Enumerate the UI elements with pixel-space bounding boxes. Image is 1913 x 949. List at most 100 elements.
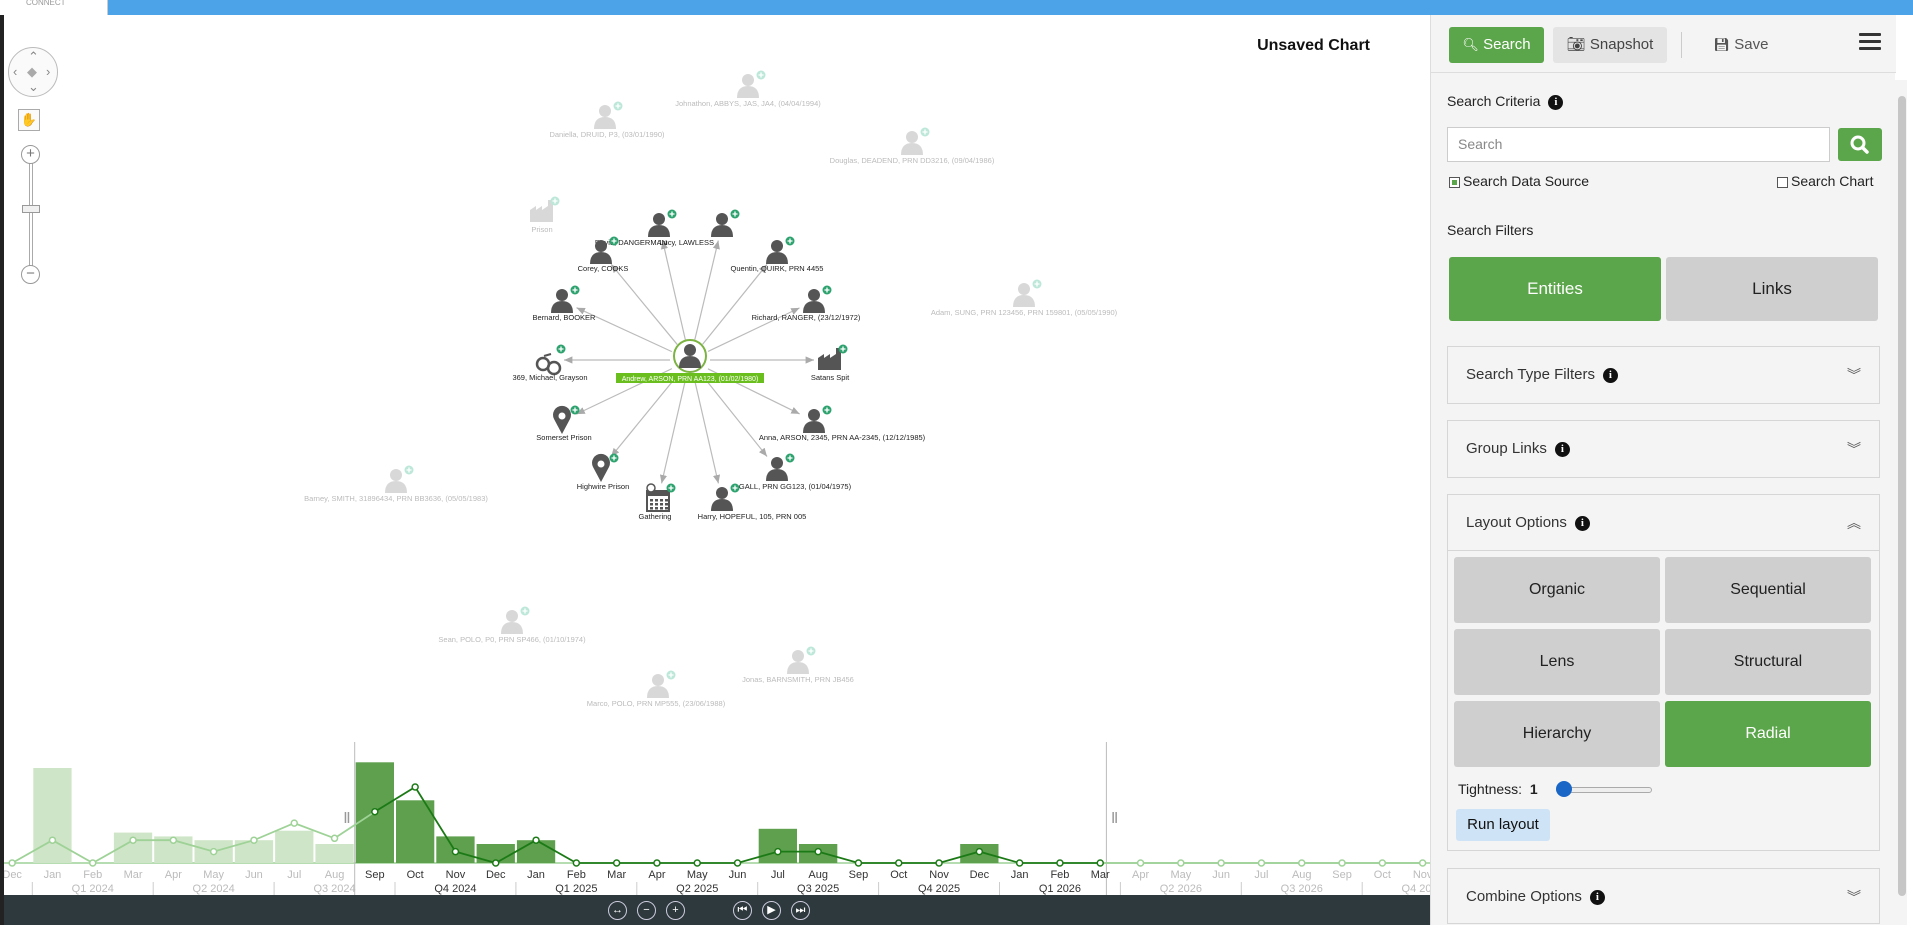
search-tab-button[interactable]: 🔍︎ Search [1449,27,1544,63]
links-filter-button[interactable]: Links [1666,257,1878,321]
pan-up-icon[interactable]: ⌃ [28,49,39,64]
step-back-icon[interactable]: ⏮ [733,901,752,920]
chevron-double-down-icon[interactable]: ︾ [1847,889,1861,905]
step-forward-icon[interactable]: ⏭ [791,901,810,920]
pan-left-icon[interactable]: ‹ [13,64,18,79]
link-edge[interactable] [694,240,720,341]
timebar-point[interactable] [209,847,218,856]
timebar-point[interactable] [290,819,298,827]
node-label[interactable]: Harry, HOPEFUL, 105, PRN 005 [698,512,807,521]
ghost-node-label[interactable]: Sean, POLO, P0, PRN SP466, (01/10/1974) [438,635,586,644]
timebar-point[interactable] [653,859,661,867]
ghost-node-label[interactable]: Johnathon, ABBYS, JAS, JA4, (04/04/1994) [675,99,821,108]
timebar-point[interactable] [1096,859,1104,867]
search-type-filters-section[interactable]: Search Type Filters i ︾ [1447,346,1880,404]
timebar-point[interactable] [1418,859,1427,867]
timebar-zoom-out-icon[interactable]: − [637,901,656,920]
zoom-slider-track[interactable] [29,155,33,273]
timebar-point[interactable] [1217,859,1225,867]
panel-scrollbar-thumb[interactable] [1898,96,1906,896]
timebar-point[interactable] [532,836,540,844]
person-icon[interactable] [679,344,701,368]
pan-right-icon[interactable]: › [46,64,51,79]
factory-icon[interactable] [818,348,841,370]
info-icon[interactable]: i [1554,441,1570,457]
timebar-point[interactable] [935,859,943,867]
timebar-point[interactable] [1177,859,1185,867]
node-label[interactable]: Lucy, LAWLESS [659,238,714,247]
timebar-point[interactable] [814,847,822,856]
timebar-point[interactable] [774,847,782,856]
ghost-person-icon[interactable] [501,610,523,634]
histogram-bar[interactable] [315,844,354,863]
ghost-node-label[interactable]: Douglas, DEADEND, PRN DD3216, (09/04/198… [830,156,995,165]
snapshot-button[interactable]: 📷︎ Snapshot [1553,27,1667,63]
zoom-out-button[interactable]: − [21,265,40,284]
timebar[interactable]: Dec Jan Feb Mar Apr May Jun Jul Aug Sep Oct Nov Dec J… [4,742,1430,895]
entities-filter-button[interactable]: Entities [1449,257,1661,321]
timebar-zoom-in-icon[interactable]: + [666,901,685,920]
timebar-point[interactable] [1056,859,1064,867]
save-button[interactable]: 💾︎ Save [1701,27,1781,63]
timebar-point[interactable] [975,847,984,856]
timebar-point[interactable] [572,859,581,867]
person-icon[interactable] [803,409,825,433]
link-edge[interactable] [702,264,768,345]
node-label[interactable]: Richard, RANGER, (23/12/1972) [752,313,861,322]
combine-options-section[interactable]: Combine Options i ︾ [1447,868,1880,924]
timebar-point[interactable] [371,807,379,816]
histogram-bar[interactable] [758,828,797,863]
person-icon[interactable] [648,213,670,237]
layout-lens-button[interactable]: Lens [1454,629,1660,695]
link-edge[interactable] [576,307,673,353]
timebar-point[interactable] [411,783,419,791]
chevron-double-down-icon[interactable]: ︾ [1847,441,1861,457]
person-icon[interactable] [590,240,612,264]
run-layout-button[interactable]: Run layout [1456,809,1550,841]
link-edge[interactable] [702,375,768,457]
node-label[interactable]: 369, Michael, Grayson [512,373,587,382]
timebar-point[interactable] [612,859,621,867]
node-label[interactable]: Highwire Prison [577,482,630,491]
node-label[interactable]: Quentin, QUIRK, PRN 4455 [731,264,824,273]
timebar-point[interactable] [169,836,178,844]
person-icon[interactable] [803,289,825,313]
play-icon[interactable]: ▶ [762,901,781,920]
ghost-person-icon[interactable] [787,650,809,674]
link-edge[interactable] [660,240,687,341]
person-icon[interactable] [551,289,573,313]
pan-down-icon[interactable]: ⌄ [28,79,39,94]
timebar-point[interactable] [8,859,16,867]
timebar-point[interactable] [451,847,460,856]
info-icon[interactable]: i [1548,94,1564,110]
timebar-point[interactable] [1378,859,1387,867]
app-tab[interactable]: CONNECT [0,0,108,15]
layout-options-header[interactable]: Layout Options i ︽ [1448,495,1879,551]
link-edge[interactable] [610,263,678,345]
node-label[interactable]: Corey, COOKS [578,264,629,273]
fit-range-icon[interactable]: ↔ [608,901,627,920]
timebar-point[interactable] [89,859,97,867]
tightness-slider-thumb[interactable] [1556,781,1572,797]
histogram-bar[interactable] [234,840,274,863]
hand-icon[interactable]: ✋ [18,109,40,131]
timebar-point[interactable] [250,836,258,844]
range-grip-icon[interactable] [347,812,350,823]
search-input[interactable]: Search [1447,127,1830,162]
checkbox-checked[interactable] [1449,176,1460,188]
timebar-point[interactable] [693,859,701,867]
chevron-double-down-icon[interactable]: ︾ [1847,367,1861,383]
ghost-factory-icon[interactable] [530,200,553,222]
range-grip-icon[interactable] [1115,812,1117,823]
ghost-person-icon[interactable] [737,74,759,98]
event-icon[interactable] [646,483,670,512]
timebar-point[interactable] [854,859,863,867]
layout-sequential-button[interactable]: Sequential [1665,557,1871,623]
person-icon[interactable] [711,213,733,237]
link-edge[interactable] [610,375,678,457]
search-submit-button[interactable] [1838,128,1882,161]
network-graph[interactable]: Johnathon, ABBYS, JAS, JA4, (04/04/1994)… [4,15,1430,742]
ghost-node-label[interactable]: Adam, SUNG, PRN 123456, PRN 159801, (05/… [931,308,1118,317]
node-label[interactable]: Somerset Prison [536,433,591,442]
person-icon[interactable] [711,487,733,511]
